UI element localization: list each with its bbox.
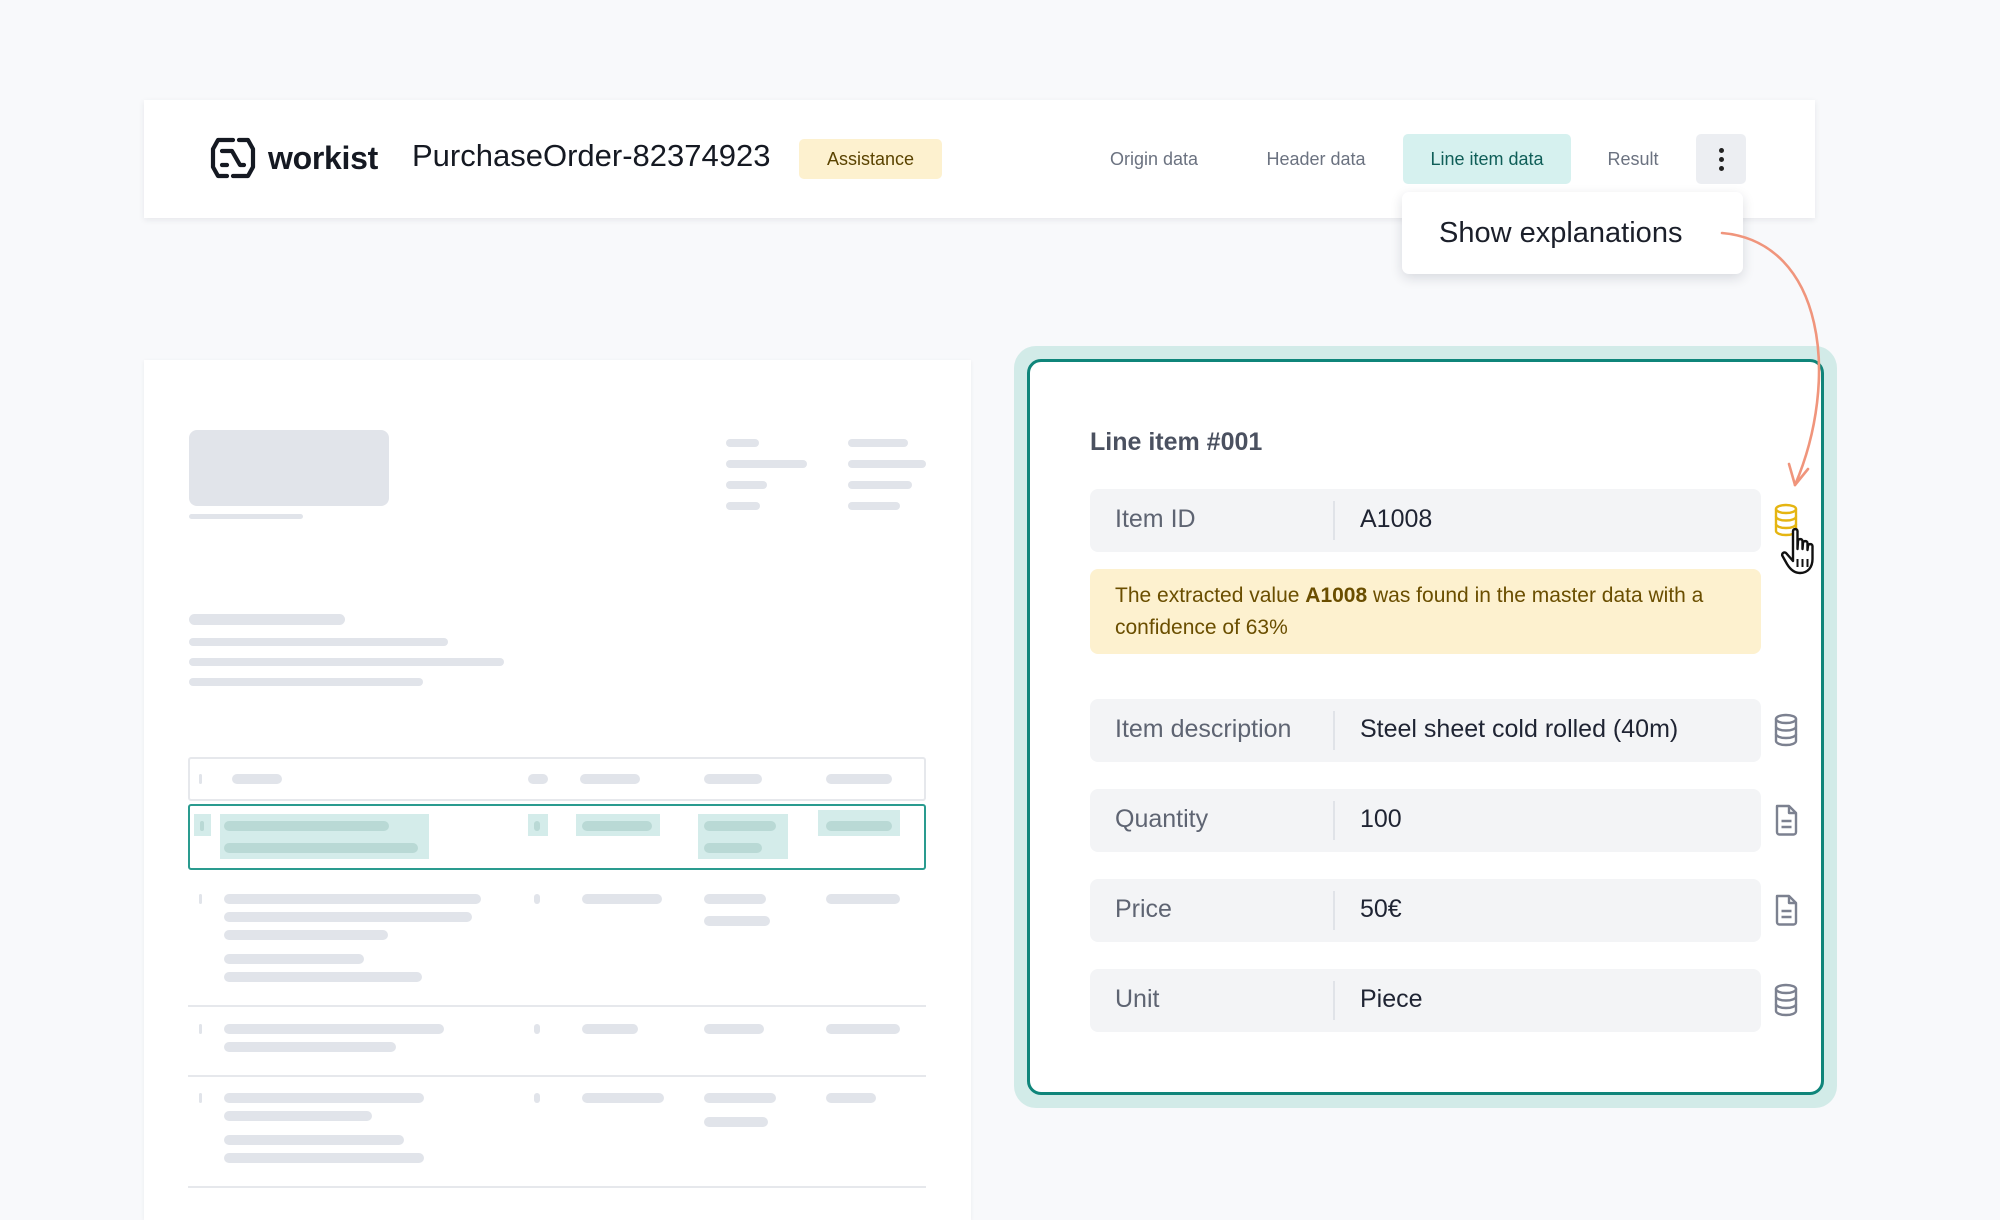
- document-title: PurchaseOrder-82374923: [412, 138, 771, 173]
- more-menu-button[interactable]: [1696, 134, 1746, 184]
- database-icon[interactable]: [1771, 983, 1801, 1017]
- document-icon[interactable]: [1771, 803, 1801, 837]
- top-header-bar: workist PurchaseOrder-82374923 Assistanc…: [144, 100, 1815, 218]
- preview-logo-placeholder: [189, 430, 389, 506]
- field-value[interactable]: 50€: [1360, 895, 1402, 923]
- explanation-text-suffix: was found in the master data with a conf…: [1115, 584, 1704, 639]
- field-value[interactable]: Steel sheet cold rolled (40m): [1360, 715, 1679, 743]
- explanation-highlight: A1008: [1305, 584, 1368, 607]
- field-label: Item ID: [1115, 505, 1196, 533]
- field-value[interactable]: 100: [1360, 805, 1402, 833]
- document-icon[interactable]: [1771, 893, 1801, 927]
- line-item-title: Line item #001: [1090, 428, 1263, 456]
- field-value[interactable]: A1008: [1360, 505, 1433, 533]
- field-label: Price: [1115, 895, 1172, 923]
- field-quantity[interactable]: Quantity 100: [1090, 789, 1761, 852]
- workist-logo-icon: [210, 137, 256, 179]
- field-label: Item description: [1115, 715, 1292, 743]
- hand-pointer-cursor-icon: [1780, 527, 1814, 575]
- database-icon[interactable]: [1771, 713, 1801, 747]
- explanation-box: The extracted value A1008 was found in t…: [1090, 569, 1761, 654]
- dropdown-item-show-explanations[interactable]: Show explanations: [1402, 192, 1743, 274]
- status-badge: Assistance: [799, 139, 942, 179]
- vertical-dots-icon: [1718, 147, 1724, 153]
- preview-table-header: [188, 757, 926, 801]
- field-label: Unit: [1115, 985, 1160, 1013]
- field-unit[interactable]: Unit Piece: [1090, 969, 1761, 1032]
- explanation-text: The extracted value: [1115, 584, 1306, 607]
- tab-origin-data[interactable]: Origin data: [1109, 148, 1199, 169]
- tab-line-item-data[interactable]: Line item data: [1403, 134, 1571, 184]
- field-item-description[interactable]: Item description Steel sheet cold rolled…: [1090, 699, 1761, 762]
- logo-text: workist: [268, 139, 378, 176]
- field-price[interactable]: Price 50€: [1090, 879, 1761, 942]
- field-item-id[interactable]: Item ID A1008: [1090, 489, 1761, 552]
- preview-highlighted-row: [188, 804, 926, 870]
- tab-result[interactable]: Result: [1607, 148, 1659, 169]
- document-preview: [144, 360, 971, 1220]
- workist-logo: workist: [210, 137, 378, 179]
- tab-header-data[interactable]: Header data: [1266, 148, 1366, 169]
- field-value[interactable]: Piece: [1360, 985, 1423, 1013]
- field-label: Quantity: [1115, 805, 1209, 833]
